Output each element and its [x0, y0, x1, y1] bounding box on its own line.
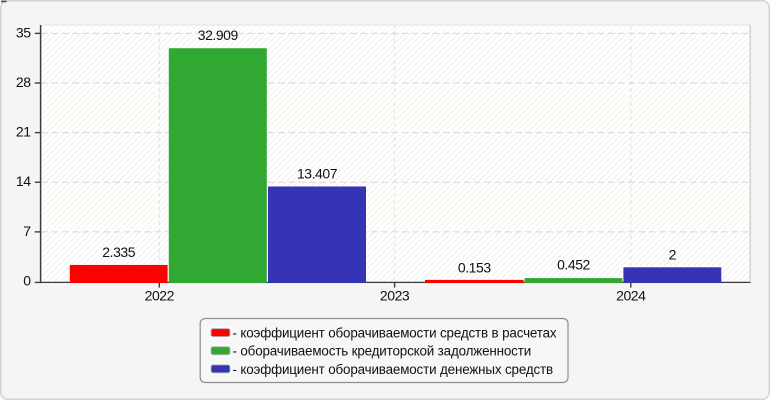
svg-text:7: 7: [23, 223, 31, 239]
svg-text:2022: 2022: [145, 288, 175, 304]
svg-text:2023: 2023: [380, 288, 410, 304]
svg-text:35: 35: [16, 24, 31, 40]
svg-text:- коэффициент оборачиваемости: - коэффициент оборачиваемости средств в …: [233, 326, 557, 341]
svg-text:14: 14: [16, 173, 31, 189]
svg-text:2.335: 2.335: [102, 244, 135, 260]
svg-text:- оборачиваемость кредиторской: - оборачиваемость кредиторской задолженн…: [233, 344, 532, 359]
svg-text:32.909: 32.909: [198, 27, 239, 43]
svg-text:2: 2: [669, 246, 677, 262]
svg-text:0.452: 0.452: [557, 257, 590, 273]
svg-text:0: 0: [23, 272, 31, 288]
svg-text:21: 21: [16, 124, 31, 140]
svg-text:13.407: 13.407: [297, 166, 338, 182]
svg-text:- коэффициент оборачиваемости: - коэффициент оборачиваемости денежных с…: [233, 362, 554, 377]
svg-text:0.153: 0.153: [458, 259, 491, 275]
svg-text:2024: 2024: [616, 288, 646, 304]
svg-text:28: 28: [16, 74, 31, 90]
